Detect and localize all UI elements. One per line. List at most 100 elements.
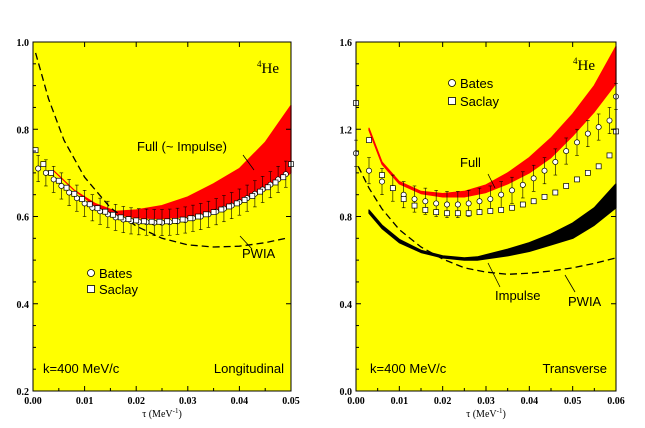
left-saclay-point: [110, 211, 116, 218]
right-saclay-point: [411, 202, 418, 209]
right-kinematics-label: k=400 MeV/c: [370, 361, 447, 376]
left-pwia-label: PWIA: [242, 246, 276, 261]
right-bates-point: [509, 187, 515, 194]
left-saclay-point: [40, 161, 47, 167]
left-legend-saclay-marker: [87, 285, 95, 293]
right-saclay-point: [584, 170, 591, 176]
right-saclay-point: [454, 210, 461, 217]
right-y-tick-label: 1.6: [340, 38, 353, 49]
right-bates-point: [595, 124, 602, 131]
right-x-tick-label: 0.01: [391, 396, 409, 407]
right-bates-point: [519, 181, 526, 188]
right-saclay-point: [541, 194, 548, 200]
left-saclay-point: [141, 218, 147, 225]
left-saclay-point: [125, 216, 132, 222]
left-saclay-point: [79, 196, 85, 202]
right-legend-bates-marker: [448, 79, 456, 87]
left-saclay-point: [172, 218, 178, 224]
left-saclay-point: [94, 205, 101, 212]
right-bates-point: [465, 200, 472, 207]
left-x-tick-label: 0.03: [179, 396, 197, 407]
right-pwia-label: PWIA: [568, 294, 602, 309]
left-saclay-point: [117, 214, 124, 221]
right-bates-point: [584, 130, 591, 137]
left-saclay-point: [210, 209, 217, 215]
left-y-tick-label: 0.8: [17, 125, 30, 136]
left-saclay-point: [71, 190, 78, 197]
left-saclay-point: [86, 201, 93, 208]
left-y-tick-label: 0.2: [17, 387, 30, 398]
right-x-tick-label: 0.05: [564, 396, 582, 407]
right-saclay-point: [422, 207, 429, 213]
right-full-label: Full: [460, 155, 481, 170]
left-y-tick-label: 1.0: [17, 38, 30, 49]
right-bates-point: [476, 198, 483, 205]
left-full-leader: [242, 154, 255, 171]
right-bates-point: [366, 167, 372, 174]
left-legend-saclay: Saclay: [99, 282, 139, 297]
right-isotope-symbol: 4He: [573, 56, 595, 74]
right-bates-point: [606, 117, 613, 124]
right-saclay-point: [476, 209, 483, 215]
right-saclay-point: [487, 208, 494, 214]
left-y-tick-label: 0.6: [17, 213, 30, 224]
right-saclay-point: [509, 204, 515, 211]
left-bates-point: [58, 183, 65, 189]
right-legend-saclay: Saclay: [460, 94, 500, 109]
right-bates-point: [552, 159, 559, 165]
right-bates-point: [574, 139, 580, 146]
left-y-tick-label: 0.4: [17, 300, 30, 311]
right-saclay-point: [595, 163, 602, 170]
right-pwia-leader: [564, 274, 576, 293]
right-impulse-label: Impulse: [495, 288, 541, 303]
left-saclay-point: [63, 184, 70, 191]
left-saclay-point: [195, 213, 201, 220]
left-saclay-point: [218, 206, 225, 213]
annotation-leaders: [239, 154, 576, 293]
right-saclay-point: [379, 172, 385, 178]
left-saclay-point: [102, 208, 109, 215]
right-bates-point: [379, 178, 385, 185]
left-saclay-point: [32, 147, 39, 154]
left-saclay-point: [241, 197, 248, 203]
left-bates-point: [66, 189, 73, 196]
left-saclay-point: [257, 188, 263, 195]
left-saclay-point: [233, 200, 240, 207]
left-panel: 0.00 0.01 0.02 0.03 0.04 0.050.20.40.60.81.0 …: [17, 38, 300, 420]
left-bates-point: [42, 169, 49, 176]
right-bates-point: [422, 198, 429, 205]
right-saclay-point: [366, 137, 372, 144]
right-x-tick-label: 0.02: [434, 396, 452, 407]
left-kinematics-label: k=400 MeV/c: [43, 361, 120, 376]
left-saclay-point: [148, 218, 155, 225]
right-plot-content: [353, 45, 619, 275]
right-mode-label: Transverse: [542, 361, 607, 376]
left-pwia-leader: [239, 235, 253, 250]
right-bates-point: [433, 200, 440, 207]
left-saclay-point: [48, 170, 54, 176]
left-saclay-point: [187, 215, 194, 222]
left-legend: Bates Saclay: [87, 266, 139, 297]
right-bates-point: [411, 196, 418, 202]
right-legend-saclay-marker: [448, 97, 456, 105]
right-saclay-point: [530, 198, 537, 205]
left-saclay-point: [264, 184, 271, 191]
right-saclay-point: [465, 210, 472, 217]
left-pwia-line: [34, 52, 286, 248]
right-x-tick-label: 0.06: [607, 396, 625, 407]
right-pwia-line: [357, 166, 617, 275]
left-bates-point: [50, 176, 57, 183]
right-legend: Bates Saclay: [448, 76, 500, 109]
left-saclay-point: [203, 211, 209, 218]
left-saclay-point: [280, 174, 287, 181]
right-x-tick-label: 0.03: [477, 396, 495, 407]
left-legend-bates-marker: [87, 269, 95, 277]
left-mode-label: Longitudinal: [214, 361, 284, 376]
right-saclay-point: [606, 152, 613, 159]
right-saclay-point: [433, 209, 440, 215]
right-bates-point: [487, 196, 494, 202]
right-y-tick-label: 0.0: [340, 387, 353, 398]
right-legend-bates: Bates: [460, 76, 494, 91]
right-saclay-point: [552, 189, 559, 196]
